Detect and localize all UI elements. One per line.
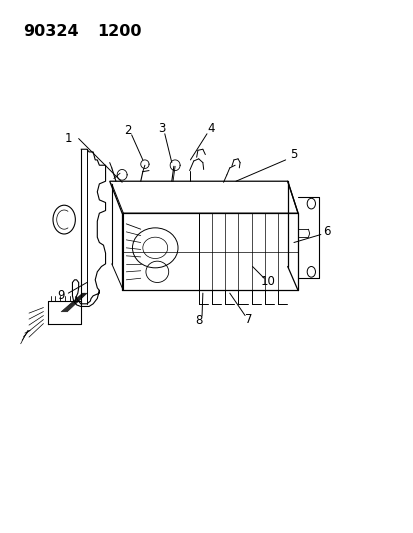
Text: 3: 3 [157, 123, 165, 135]
Text: 2: 2 [124, 124, 132, 137]
Text: 4: 4 [207, 123, 214, 135]
Text: 8: 8 [195, 314, 202, 327]
Text: 1: 1 [64, 132, 72, 145]
Text: 90324: 90324 [23, 24, 78, 39]
Text: 9: 9 [57, 289, 65, 302]
Text: 5: 5 [290, 148, 297, 161]
Text: 6: 6 [323, 225, 330, 238]
Text: 1200: 1200 [97, 24, 141, 39]
Text: 7: 7 [244, 313, 252, 326]
Text: 10: 10 [260, 275, 275, 288]
